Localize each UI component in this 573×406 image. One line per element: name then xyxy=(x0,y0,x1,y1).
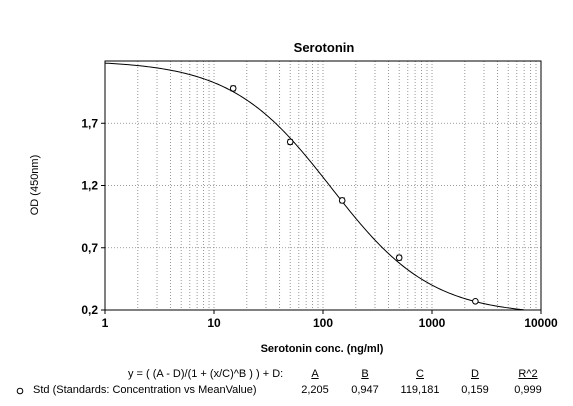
fit-value-b: 0,947 xyxy=(351,384,379,396)
fit-value-r2: 0,999 xyxy=(514,384,542,396)
fit-header-d: D xyxy=(471,368,479,380)
data-point xyxy=(286,138,294,146)
fit-header-c: C xyxy=(416,368,424,380)
plot-frame xyxy=(104,60,542,311)
fit-header-row: y = ( (A - D)/(1 + (x/C)^B ) ) + D: A B … xyxy=(0,368,573,382)
fit-equation: y = ( (A - D)/(1 + (x/C)^B ) ) + D: xyxy=(128,368,284,380)
legend-series-label: Std (Standards: Concentration vs MeanVal… xyxy=(33,384,257,396)
x-tick-label: 1000 xyxy=(419,316,446,330)
fit-header-r2: R^2 xyxy=(518,368,538,380)
fit-header-a: A xyxy=(311,368,319,380)
fit-value-c: 119,181 xyxy=(400,384,440,396)
legend-marker xyxy=(16,387,24,395)
fit-value-d: 0,159 xyxy=(461,384,489,396)
fit-value-a: 2,205 xyxy=(301,384,329,396)
chart-title: Serotonin xyxy=(294,40,355,55)
fit-curve xyxy=(104,62,525,311)
data-point xyxy=(229,85,237,92)
data-point xyxy=(338,197,346,204)
x-axis-label: Serotonin conc. (ng/ml) xyxy=(261,343,384,355)
x-tick-label: 10000 xyxy=(524,316,558,330)
data-point xyxy=(395,254,403,262)
x-tick-label: 100 xyxy=(313,316,333,330)
y-tick-label: 0,7 xyxy=(81,241,98,255)
x-tick-label: 10 xyxy=(207,316,221,330)
y-axis-label: OD (450nm) xyxy=(29,155,41,216)
axes: 1 10 100 1000 10000 0,2 0,7 1,2 1,7 xyxy=(81,60,558,330)
fit-header-b: B xyxy=(361,368,369,380)
y-tick-label: 1,2 xyxy=(81,179,98,193)
fit-curve-layer xyxy=(104,62,525,311)
data-point xyxy=(472,297,479,305)
y-tick-label: 0,2 xyxy=(81,303,98,317)
data-points xyxy=(229,85,479,305)
x-tick-label: 1 xyxy=(102,316,109,330)
fit-values-row: Std (Standards: Concentration vs MeanVal… xyxy=(0,384,573,398)
y-tick-label: 1,7 xyxy=(81,116,98,130)
grid-lines xyxy=(105,61,541,310)
